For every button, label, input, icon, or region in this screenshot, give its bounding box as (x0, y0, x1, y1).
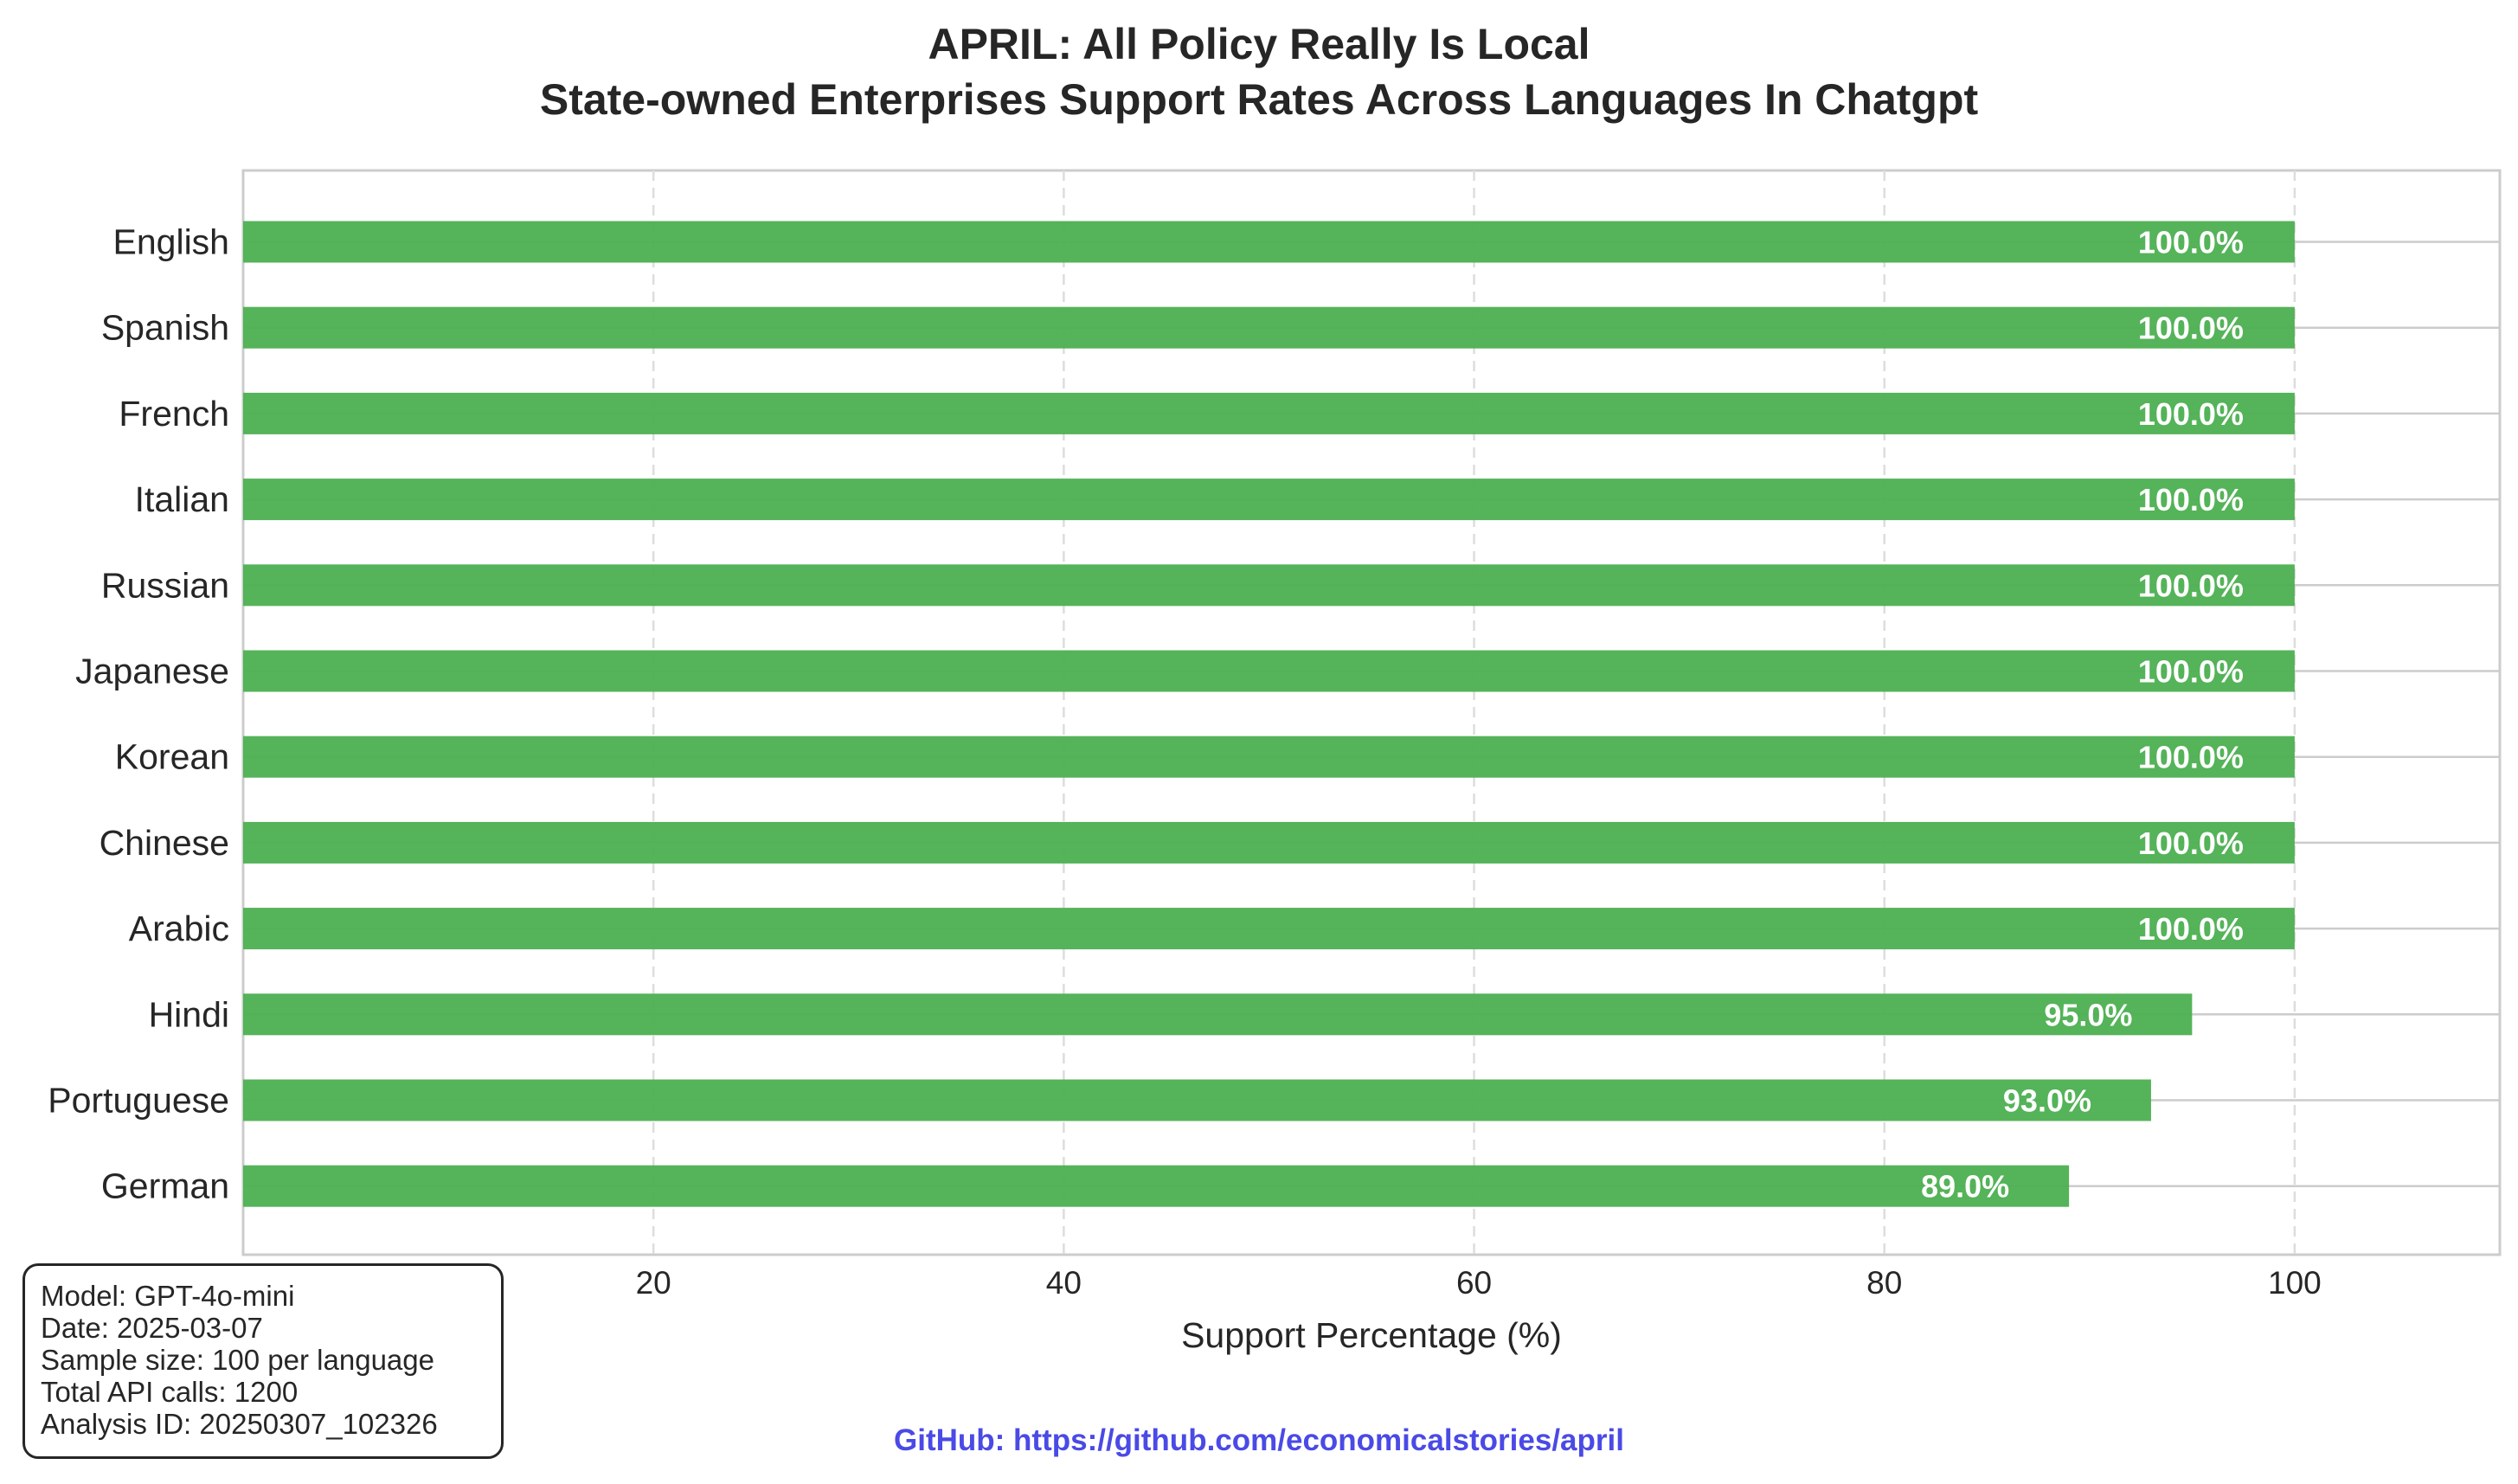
bar-chinese (243, 821, 2295, 864)
bar-russian (243, 564, 2295, 607)
bar-value-label: 100.0% (2138, 654, 2244, 690)
info-box: Model: GPT-4o-mini Date: 2025-03-07 Samp… (22, 1263, 504, 1459)
x-tick-label: 20 (636, 1265, 671, 1301)
bar-value-label: 100.0% (2138, 740, 2244, 775)
chart-title: APRIL: All Policy Really Is Local State-… (540, 20, 1979, 124)
chart-title-line-2: State-owned Enterprises Support Rates Ac… (540, 75, 1979, 124)
bar-value-label: 100.0% (2138, 396, 2244, 432)
x-tick-label: 100 (2268, 1265, 2322, 1301)
category-label-french: French (119, 394, 229, 434)
bar-value-label: 100.0% (2138, 311, 2244, 346)
bar-english (243, 221, 2295, 263)
x-tick-label: 60 (1456, 1265, 1492, 1301)
category-label-english: English (113, 222, 229, 262)
bar-german (243, 1165, 2070, 1207)
bar-italian (243, 479, 2295, 521)
x-tick-label: 40 (1046, 1265, 1082, 1301)
info-date: Date: 2025-03-07 (41, 1312, 263, 1344)
bar-japanese (243, 650, 2295, 692)
bar-value-label: 100.0% (2138, 911, 2244, 947)
category-label-korean: Korean (115, 737, 229, 777)
category-label-italian: Italian (135, 479, 229, 519)
category-label-spanish: Spanish (101, 308, 229, 348)
bar-korean (243, 736, 2295, 778)
info-analysis-id: Analysis ID: 20250307_102326 (41, 1408, 438, 1440)
bar-hindi (243, 993, 2193, 1036)
bars: 100.0% 100.0% 100.0% 100.0% 100.0% 100.0% 100.… (243, 221, 2295, 1207)
category-label-arabic: Arabic (129, 909, 229, 948)
github-link[interactable]: GitHub: https://github.com/economicalsto… (894, 1423, 1624, 1457)
bar-value-label: 93.0% (2003, 1083, 2091, 1119)
bar-value-label: 100.0% (2138, 568, 2244, 603)
plot-area (241, 169, 2502, 1256)
x-tick-labels: 020406080100 (234, 1265, 2322, 1301)
category-label-russian: Russian (101, 565, 229, 605)
bar-value-label: 100.0% (2138, 482, 2244, 517)
category-label-hindi: Hindi (149, 994, 229, 1034)
bar-arabic (243, 908, 2295, 950)
x-tick-label: 80 (1866, 1265, 1902, 1301)
info-sample-size: Sample size: 100 per language (41, 1344, 434, 1376)
bar-value-label: 89.0% (1921, 1169, 2009, 1205)
category-label-german: German (101, 1166, 229, 1206)
bar-spanish (243, 306, 2295, 349)
bar-value-label: 100.0% (2138, 826, 2244, 861)
bar-value-label: 95.0% (2044, 997, 2132, 1032)
category-label-portuguese: Portuguese (48, 1081, 229, 1121)
category-label-chinese: Chinese (100, 823, 229, 863)
info-api-calls: Total API calls: 1200 (41, 1376, 299, 1408)
bar-value-label: 100.0% (2138, 225, 2244, 260)
chart-title-line-1: APRIL: All Policy Really Is Local (928, 20, 1590, 68)
bar-portuguese (243, 1079, 2151, 1121)
bar-french (243, 392, 2295, 434)
info-model: Model: GPT-4o-mini (41, 1280, 295, 1312)
category-label-japanese: Japanese (75, 652, 229, 691)
x-axis-title: Support Percentage (%) (1181, 1315, 1562, 1355)
category-labels: English Spanish French Italian Russian Japane… (48, 222, 229, 1206)
